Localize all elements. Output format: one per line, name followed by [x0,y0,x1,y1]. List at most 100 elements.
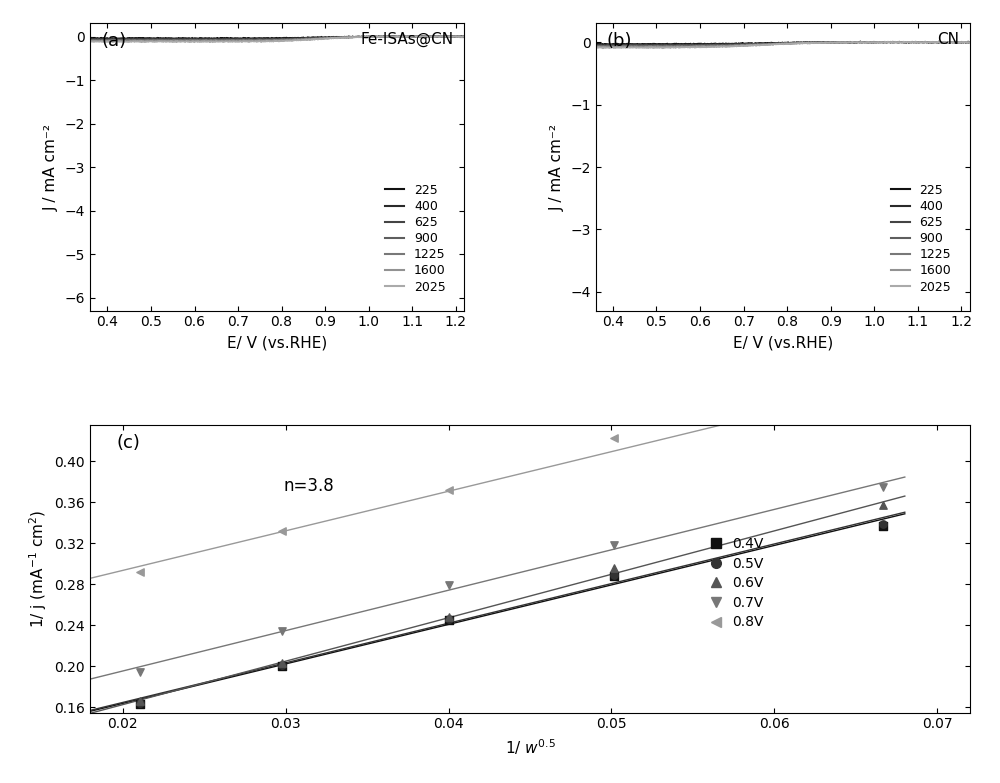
1600 [84,36,96,45]
Text: n=3.8: n=3.8 [284,477,334,495]
1600 [596,43,608,52]
225 [590,39,602,49]
1600 [590,42,602,52]
900 [221,36,233,45]
400 [312,33,324,42]
400 [84,34,96,43]
400 [829,38,841,48]
1600 [302,34,314,44]
Line: 1225: 1225 [90,36,464,41]
0.6V [441,611,457,623]
2025 [107,38,119,47]
0.6V [274,657,290,669]
0.4V [441,613,457,626]
0.4V [875,520,891,532]
900 [323,34,335,43]
625 [312,34,324,43]
400 [913,38,925,47]
1600 [368,32,380,41]
0.8V [875,388,891,401]
Legend: 225, 400, 625, 900, 1225, 1600, 2025: 225, 400, 625, 900, 1225, 1600, 2025 [886,179,956,298]
2025 [597,44,609,53]
2025 [882,37,894,46]
400 [107,34,119,44]
400 [868,37,880,46]
1225 [323,34,335,43]
0.5V [132,697,148,709]
225 [613,39,625,49]
0.8V [606,431,622,444]
225 [807,38,819,47]
1600 [613,42,625,52]
625 [84,34,96,44]
X-axis label: 1/ $w^{0.5}$: 1/ $w^{0.5}$ [505,737,555,756]
625 [807,38,819,48]
1600 [829,38,841,47]
900 [84,35,96,45]
225 [428,31,440,41]
400 [107,34,119,44]
400 [590,40,602,49]
0.5V [875,518,891,531]
225 [302,32,314,41]
1225 [389,31,401,41]
Line: 1600: 1600 [596,41,970,48]
2025 [613,43,625,52]
0.7V [606,539,622,552]
400 [458,32,470,41]
400 [407,32,419,41]
Legend: 225, 400, 625, 900, 1225, 1600, 2025: 225, 400, 625, 900, 1225, 1600, 2025 [380,179,451,298]
900 [421,31,433,40]
225 [107,34,119,43]
1225 [368,32,380,41]
625 [590,41,602,50]
Line: 1225: 1225 [596,41,970,47]
2025 [323,34,335,44]
Text: (c): (c) [116,434,140,452]
900 [807,38,819,48]
1600 [927,37,939,46]
1600 [139,37,151,46]
Line: 225: 225 [596,41,970,45]
900 [590,41,602,51]
625 [107,34,119,44]
900 [829,38,841,47]
2025 [458,32,470,41]
900 [107,35,119,45]
2025 [874,38,886,47]
625 [409,31,421,41]
625 [874,38,886,47]
0.5V [606,568,622,581]
2025 [407,32,419,41]
900 [613,41,625,51]
Line: 625: 625 [596,41,970,46]
1600 [312,34,324,44]
Y-axis label: J / mA cm⁻²: J / mA cm⁻² [550,124,565,211]
Text: (b): (b) [607,32,632,50]
625 [829,38,841,47]
625 [171,35,183,45]
1600 [912,38,924,47]
Line: 900: 900 [90,35,464,41]
1225 [807,38,819,48]
0.5V [274,659,290,671]
1225 [590,42,602,52]
225 [407,31,419,41]
2025 [590,43,602,52]
400 [807,38,819,47]
225 [913,38,925,47]
900 [893,37,905,46]
2025 [409,31,421,41]
625 [302,34,314,43]
Legend: 0.4V, 0.5V, 0.6V, 0.7V, 0.8V: 0.4V, 0.5V, 0.6V, 0.7V, 0.8V [705,532,769,635]
900 [874,38,886,47]
400 [817,38,829,47]
400 [964,38,976,47]
1225 [84,36,96,45]
Y-axis label: 1/ j (mA$^{-1}$ cm$^{2}$): 1/ j (mA$^{-1}$ cm$^{2}$) [27,510,49,628]
0.6V [606,561,622,574]
900 [302,34,314,43]
1225 [829,38,841,47]
1600 [964,38,976,47]
1225 [874,38,886,47]
